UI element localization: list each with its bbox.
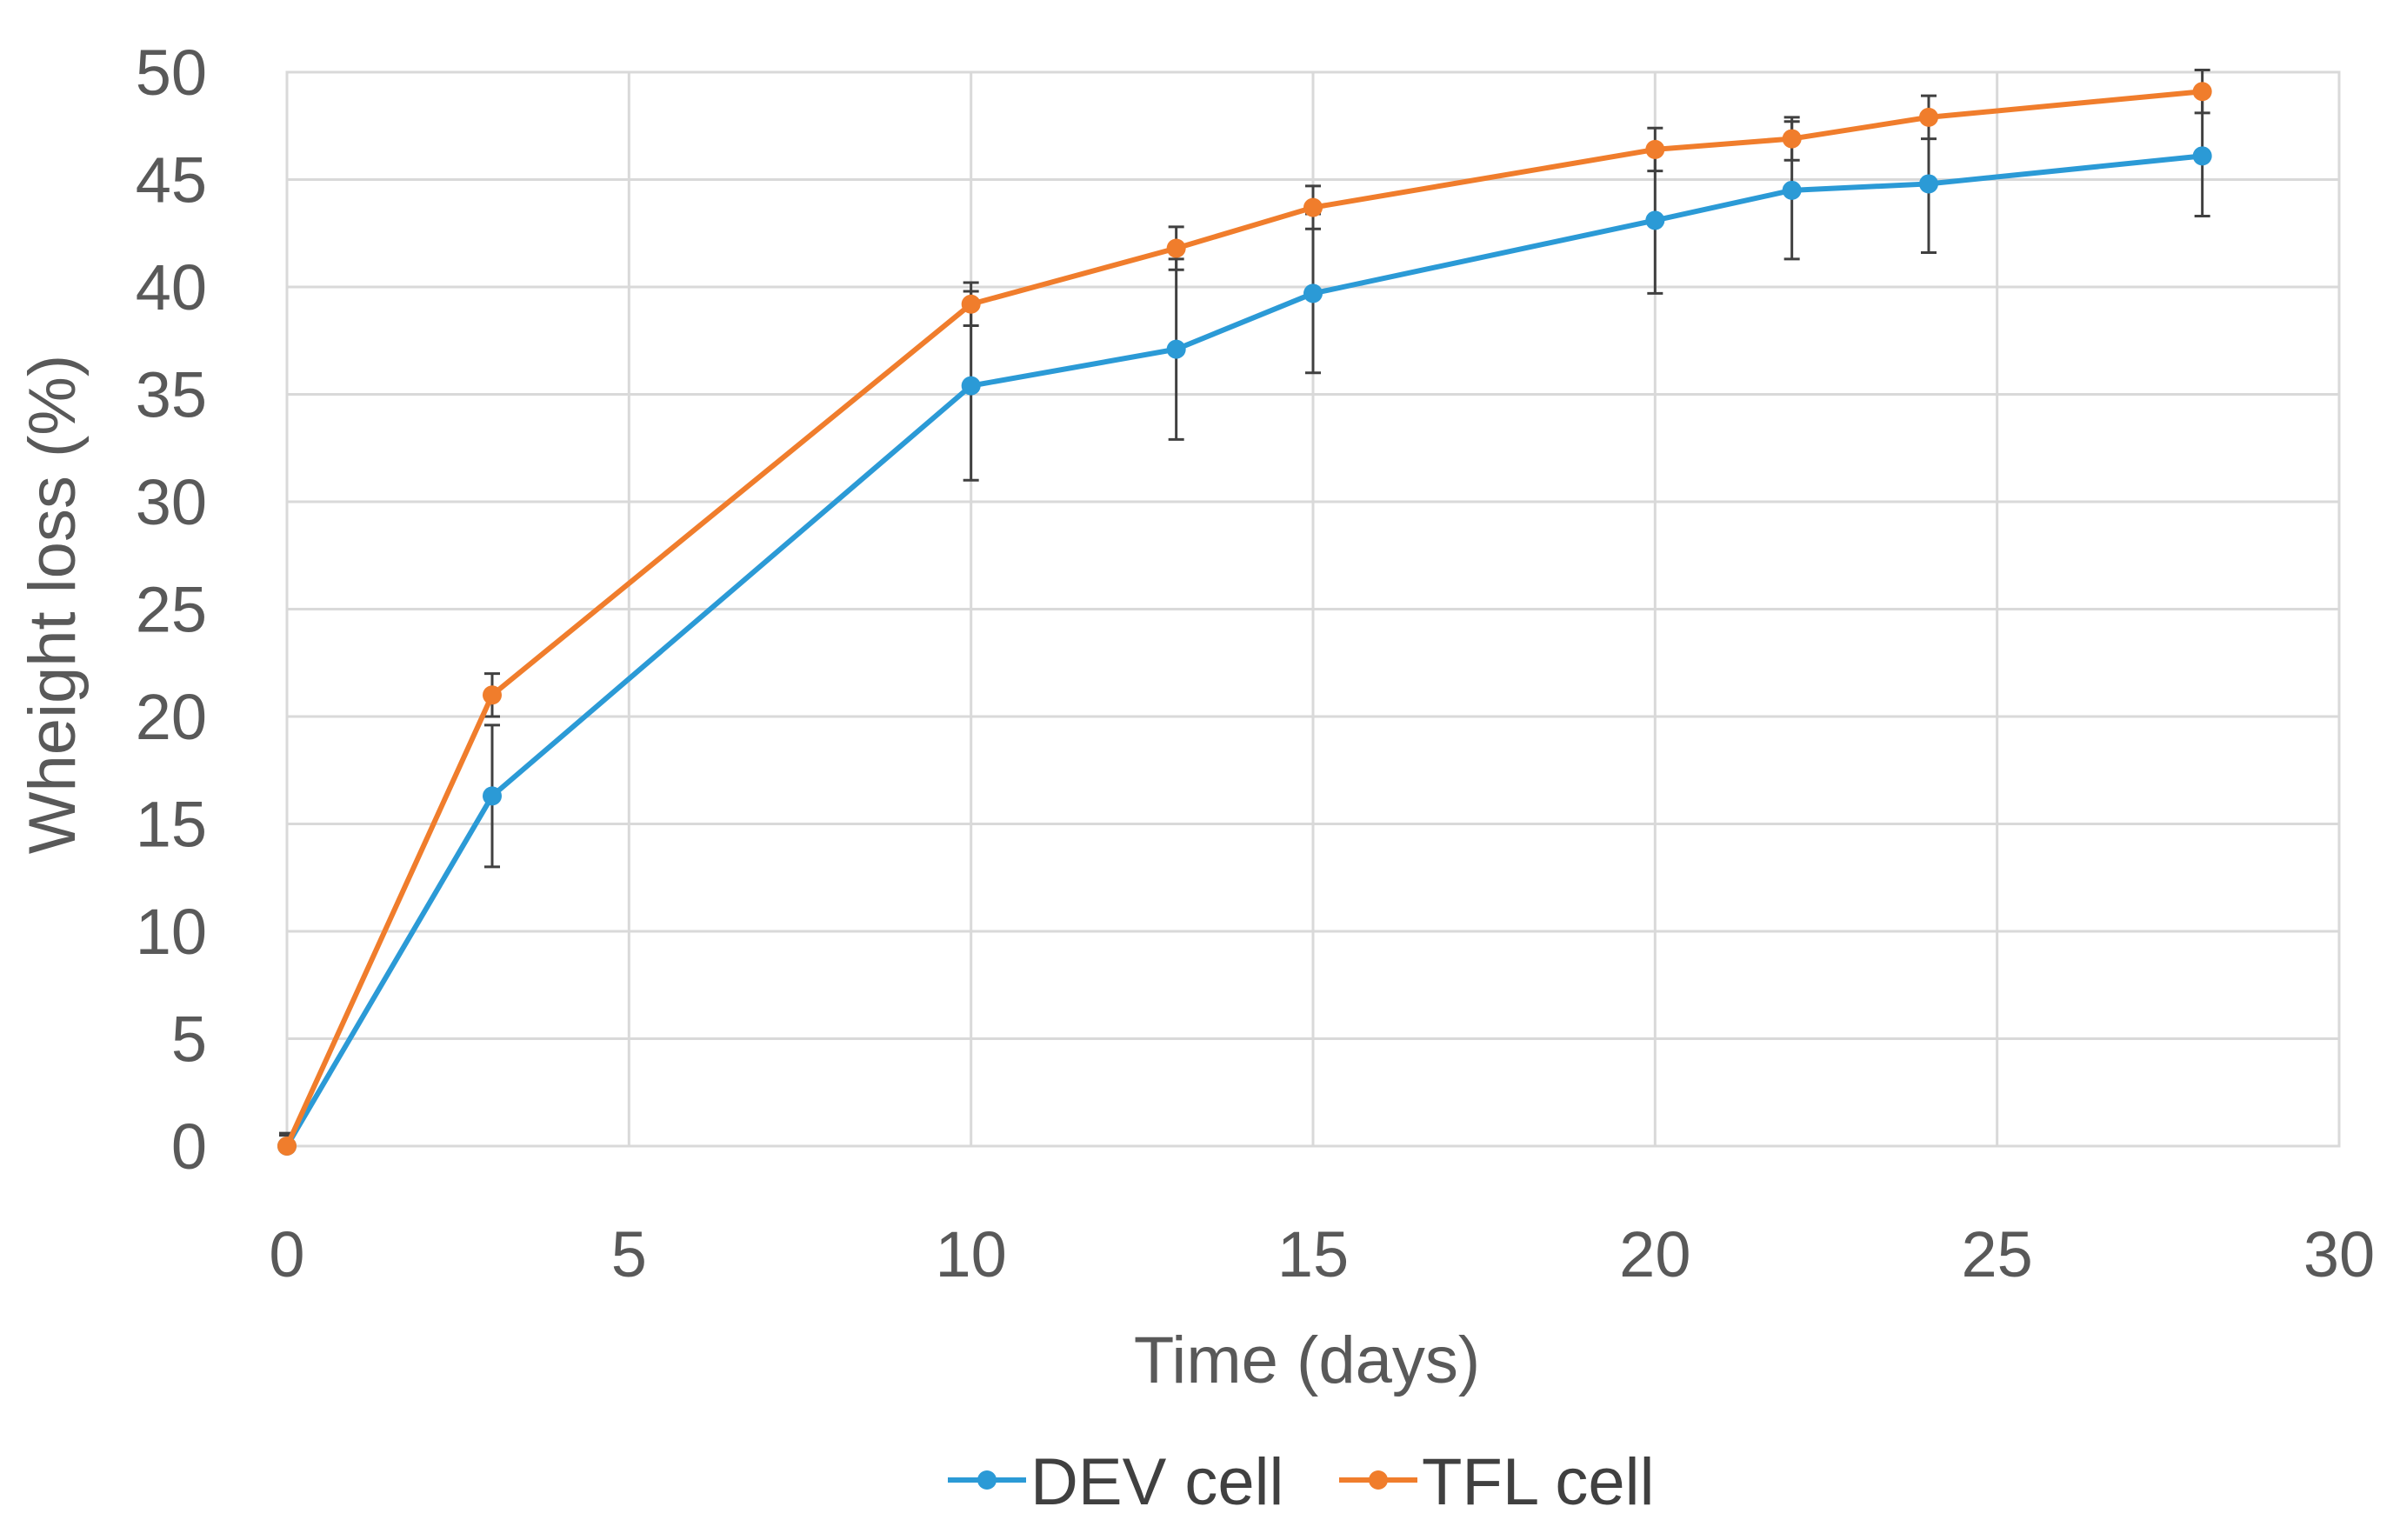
legend-item-tfl[interactable]: TFL cell xyxy=(1339,1445,1654,1519)
data-point-tfl-cell[interactable] xyxy=(2192,82,2212,102)
legend-marker-tfl xyxy=(1369,1470,1388,1490)
x-tick-label: 0 xyxy=(269,1218,304,1290)
y-tick-label: 50 xyxy=(136,37,207,109)
x-tick-label: 10 xyxy=(936,1218,1007,1290)
data-point-tfl-cell[interactable] xyxy=(277,1137,297,1156)
data-point-dev-cell[interactable] xyxy=(1919,174,1938,194)
x-tick-label: 5 xyxy=(611,1218,647,1290)
x-tick-labels: 0 5 10 15 20 25 30 xyxy=(269,1218,2375,1290)
data-point-tfl-cell[interactable] xyxy=(1919,107,1938,127)
data-point-tfl-cell[interactable] xyxy=(1782,129,1802,149)
data-point-tfl-cell[interactable] xyxy=(483,685,502,705)
legend: DEV cell TFL cell xyxy=(948,1445,1654,1519)
y-tick-label: 20 xyxy=(136,681,207,753)
legend-label-dev: DEV cell xyxy=(1030,1445,1283,1519)
y-tick-label: 45 xyxy=(136,144,207,217)
data-point-dev-cell[interactable] xyxy=(483,786,502,806)
x-tick-label: 25 xyxy=(1962,1218,2033,1290)
data-point-tfl-cell[interactable] xyxy=(1166,238,1186,258)
plot-area xyxy=(285,70,2341,1148)
data-point-tfl-cell[interactable] xyxy=(1645,139,1665,159)
data-point-tfl-cell[interactable] xyxy=(961,294,981,314)
data-point-dev-cell[interactable] xyxy=(1645,210,1665,230)
data-point-dev-cell[interactable] xyxy=(2192,146,2212,166)
data-series xyxy=(277,82,2212,1156)
y-tick-label: 10 xyxy=(136,896,207,968)
x-tick-label: 20 xyxy=(1619,1218,1690,1290)
legend-marker-dev xyxy=(977,1470,997,1490)
data-point-dev-cell[interactable] xyxy=(1782,180,1802,200)
y-tick-label: 25 xyxy=(136,574,207,646)
legend-item-dev[interactable]: DEV cell xyxy=(948,1445,1283,1519)
series-line-tfl-cell xyxy=(284,89,2205,1149)
x-tick-label: 30 xyxy=(2303,1218,2375,1290)
y-tick-label: 30 xyxy=(136,466,207,538)
legend-label-tfl: TFL cell xyxy=(1422,1445,1654,1519)
data-point-dev-cell[interactable] xyxy=(961,376,981,396)
y-tick-label: 15 xyxy=(136,789,207,861)
series-line-dev-cell xyxy=(284,153,2205,1149)
y-tick-label: 0 xyxy=(171,1110,207,1183)
y-tick-label: 40 xyxy=(136,251,207,323)
data-point-tfl-cell[interactable] xyxy=(1303,197,1323,217)
data-point-dev-cell[interactable] xyxy=(1166,339,1186,359)
x-tick-label: 15 xyxy=(1277,1218,1349,1290)
y-axis-title: Wheight loss (%) xyxy=(16,355,90,854)
y-tick-label: 5 xyxy=(171,1003,207,1076)
y-tick-label: 35 xyxy=(136,359,207,431)
y-tick-labels: 0 5 10 15 20 25 30 35 40 45 50 xyxy=(136,37,207,1183)
data-point-dev-cell[interactable] xyxy=(1303,283,1323,303)
x-axis-title: Time (days) xyxy=(1134,1323,1480,1397)
